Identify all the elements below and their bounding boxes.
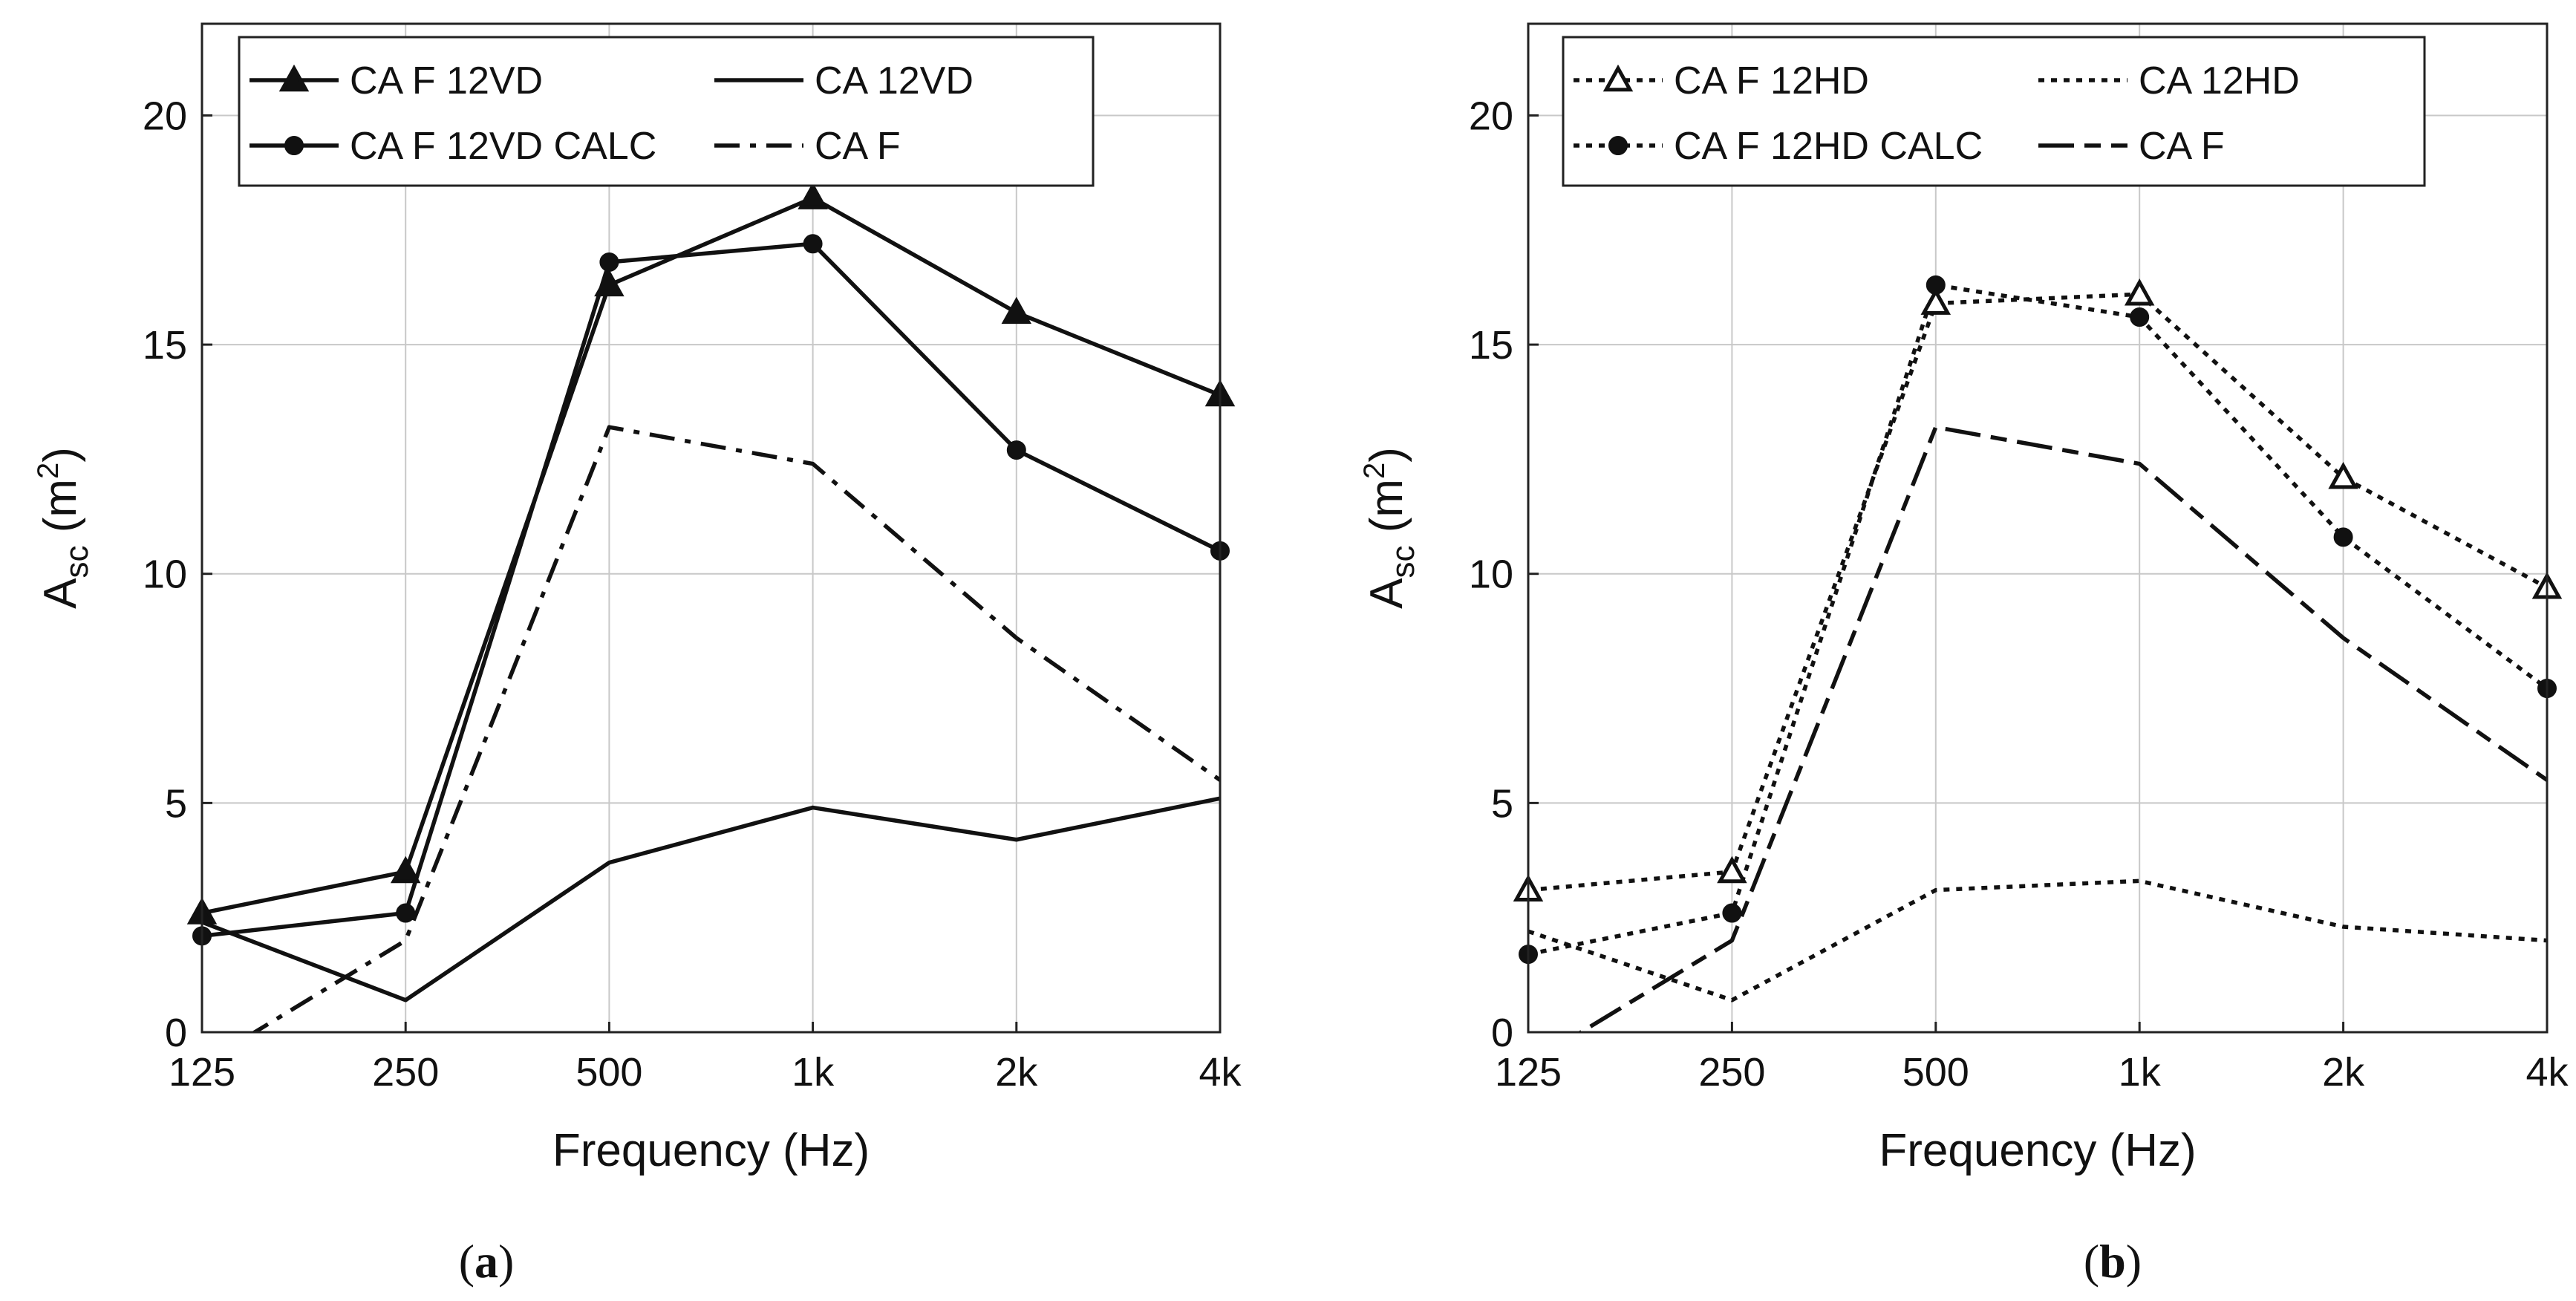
series-1-marker: [1717, 855, 1747, 884]
series-line-3: [1528, 283, 2547, 956]
x-tick-label: 125: [169, 1050, 235, 1095]
series-group: [1528, 283, 2547, 1032]
panel-label: (a): [459, 1235, 515, 1288]
panel-label-close: ): [2126, 1235, 2142, 1288]
series-3-marker: [1926, 275, 1946, 295]
y-label-units-close: ): [35, 447, 86, 463]
y-tick-label: 10: [1469, 552, 1513, 597]
series-1-marker: [1920, 287, 1951, 315]
series-3-marker: [1722, 903, 1742, 923]
x-tick-label: 4k: [1199, 1050, 1242, 1095]
ticks: 125 250 500 1k 2k 4k 0 5 10 15 20: [1469, 94, 2569, 1095]
legend-box: [1562, 36, 2426, 187]
panel-label: (b): [2084, 1235, 2142, 1288]
legend-label-4: CA F: [815, 125, 901, 168]
y-label-units-close: ): [1361, 447, 1412, 463]
series-line-2: [1528, 878, 2547, 1002]
x-axis-label: Frequency (Hz): [552, 1125, 870, 1176]
series-line-2: [202, 796, 1220, 1002]
y-tick-label: 5: [1491, 781, 1513, 826]
axes-box: [1527, 22, 2549, 1034]
series-line-4: [250, 425, 1220, 1032]
x-tick-label: 4k: [2526, 1050, 2569, 1095]
y-tick-label: 20: [1469, 94, 1513, 138]
axes-box: [200, 22, 1222, 1034]
legend-label-1: CA F 12VD: [350, 59, 543, 102]
y-tick-label: 0: [165, 1011, 187, 1055]
x-tick-label: 125: [1495, 1050, 1562, 1095]
y-label-superscript: 2: [1358, 463, 1391, 479]
series-1-marker: [798, 182, 828, 209]
y-label-superscript: 2: [32, 463, 65, 479]
y-axis-label: Asc (m2): [1358, 447, 1421, 609]
legend-label-1: CA F 12HD: [1674, 59, 1869, 102]
series-1-marker: [1001, 296, 1032, 325]
legend: CA F 12VD CA 12VD CA F 12VD CALC CA F: [238, 36, 1095, 187]
x-tick-label: 250: [1698, 1050, 1765, 1095]
legend: CA F 12HD CA 12HD CA F 12HD CALC CA F: [1562, 36, 2426, 187]
series-3-marker: [2333, 527, 2353, 547]
series-3-marker: [599, 252, 619, 272]
series-3-marker: [803, 234, 823, 254]
series-line-1: [1528, 292, 2547, 893]
series-line-3: [202, 241, 1220, 939]
legend-label-4: CA F: [2139, 125, 2225, 168]
legend-marker-3: [1608, 136, 1628, 155]
series-1-marker: [594, 269, 625, 297]
panel-label-open: (: [2084, 1235, 2099, 1288]
panel-label-open: (: [459, 1235, 475, 1288]
y-axis-label: Asc (m2): [32, 447, 95, 609]
series-3-marker: [1006, 440, 1026, 460]
ticks: 125 250 500 1k 2k 4k 0 5 10 15 20: [143, 94, 1242, 1095]
y-tick-label: 15: [1469, 323, 1513, 368]
y-label-main: A: [35, 578, 86, 609]
series-line-1: [202, 195, 1220, 916]
series-group: [202, 195, 1220, 1032]
y-label-subscript: sc: [1385, 546, 1421, 578]
plot-area: [202, 24, 1220, 1032]
series-line-4: [1576, 425, 2547, 1032]
legend-label-2: CA 12HD: [2139, 59, 2300, 102]
series-1-marker: [2328, 461, 2358, 489]
legend-marker-1: [1602, 64, 1634, 92]
y-tick-label: 20: [143, 94, 187, 138]
x-tick-label: 500: [1902, 1050, 1969, 1095]
legend-marker-1: [278, 64, 310, 92]
series-1-marker: [390, 855, 421, 884]
panel-label-letter: b: [2099, 1235, 2126, 1288]
y-label-units: (m: [1361, 479, 1412, 546]
legend-box: [238, 36, 1095, 187]
x-tick-label: 1k: [792, 1050, 835, 1095]
x-tick-label: 500: [575, 1050, 642, 1095]
legend-label-3: CA F 12HD CALC: [1674, 125, 1983, 168]
x-axis-label: Frequency (Hz): [1879, 1125, 2196, 1176]
series-3-marker: [396, 903, 416, 923]
panel-label-close: ): [498, 1235, 514, 1288]
x-tick-label: 2k: [995, 1050, 1038, 1095]
y-tick-label: 15: [143, 323, 187, 368]
y-label-main: A: [1361, 578, 1412, 609]
x-tick-label: 1k: [2119, 1050, 2162, 1095]
series-1-marker: [2124, 278, 2155, 306]
chart-b: 125 250 500 1k 2k 4k 0 5 10 15 20 Frequency (Hz) Asc…: [1358, 22, 2569, 1288]
panel-label-letter: a: [475, 1235, 498, 1288]
legend-label-3: CA F 12VD CALC: [350, 125, 656, 168]
x-tick-label: 250: [372, 1050, 439, 1095]
plot-area: [1528, 24, 2547, 1032]
y-tick-label: 10: [143, 552, 187, 597]
y-tick-label: 0: [1491, 1011, 1513, 1055]
legend-marker-3: [284, 136, 304, 155]
series-3-marker: [2130, 307, 2150, 327]
y-tick-label: 5: [165, 781, 187, 826]
legend-label-2: CA 12VD: [815, 59, 974, 102]
chart-a: 125 250 500 1k 2k 4k 0 5 10 15 20 Frequency (Hz) Asc…: [32, 22, 1242, 1288]
x-tick-label: 2k: [2322, 1050, 2365, 1095]
y-label-units: (m: [35, 479, 86, 546]
y-label-subscript: sc: [59, 546, 95, 578]
